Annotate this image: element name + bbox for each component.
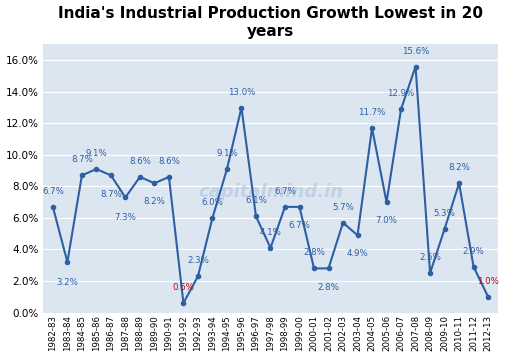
Text: 6.7%: 6.7%	[42, 187, 64, 196]
Text: 2.3%: 2.3%	[187, 256, 209, 265]
Text: 7.3%: 7.3%	[114, 213, 136, 222]
Text: 6.7%: 6.7%	[288, 221, 310, 230]
Text: 8.2%: 8.2%	[143, 197, 165, 206]
Text: 6.0%: 6.0%	[201, 198, 223, 207]
Text: 8.7%: 8.7%	[71, 155, 92, 164]
Text: 12.9%: 12.9%	[387, 89, 414, 98]
Text: 2.8%: 2.8%	[317, 283, 339, 292]
Text: 4.1%: 4.1%	[259, 228, 281, 237]
Text: 9.1%: 9.1%	[85, 149, 107, 158]
Text: 2.5%: 2.5%	[418, 253, 440, 262]
Text: 8.6%: 8.6%	[158, 157, 179, 166]
Text: 5.3%: 5.3%	[433, 209, 454, 218]
Text: 6.1%: 6.1%	[244, 196, 267, 205]
Text: 2.8%: 2.8%	[302, 248, 324, 257]
Text: capitalmind.in: capitalmind.in	[197, 183, 342, 201]
Text: 11.7%: 11.7%	[358, 108, 385, 117]
Title: India's Industrial Production Growth Lowest in 20
years: India's Industrial Production Growth Low…	[58, 6, 482, 39]
Text: 2.9%: 2.9%	[462, 247, 483, 256]
Text: 0.6%: 0.6%	[172, 283, 194, 292]
Text: 13.0%: 13.0%	[227, 87, 255, 96]
Text: 3.2%: 3.2%	[57, 278, 78, 287]
Text: 15.6%: 15.6%	[401, 46, 428, 56]
Text: 1.0%: 1.0%	[476, 277, 498, 286]
Text: 5.7%: 5.7%	[331, 203, 354, 212]
Text: 8.2%: 8.2%	[447, 163, 469, 172]
Text: 4.9%: 4.9%	[346, 250, 368, 258]
Text: 9.1%: 9.1%	[216, 149, 237, 158]
Text: 8.6%: 8.6%	[129, 157, 150, 166]
Text: 7.0%: 7.0%	[375, 216, 397, 225]
Text: 6.7%: 6.7%	[274, 187, 295, 196]
Text: 8.7%: 8.7%	[100, 190, 122, 198]
